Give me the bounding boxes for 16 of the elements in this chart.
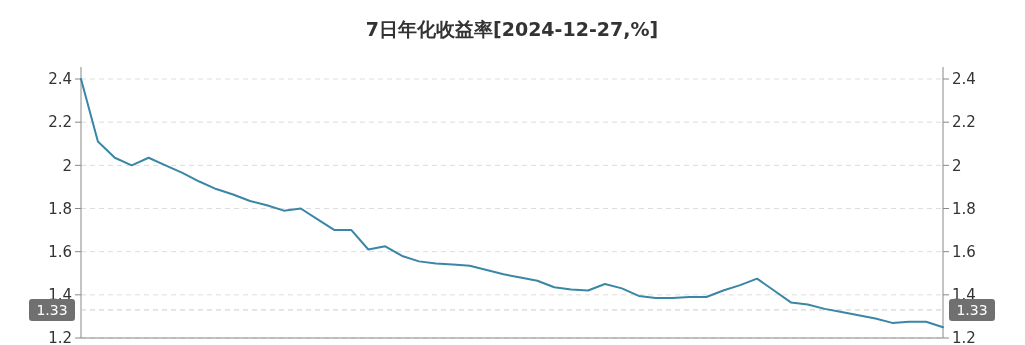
y2-tick-label: 1.8 (952, 199, 976, 218)
y-tick-label: 2 (62, 156, 72, 175)
y-tick-label: 1.8 (48, 199, 72, 218)
y-tick-label: 2.2 (48, 113, 72, 132)
y2-tick-label: 2.4 (952, 70, 976, 89)
chart-title: 7日年化收益率[2024-12-27,%] (365, 18, 659, 40)
y2-tick-label: 2 (952, 156, 962, 175)
y2-tick-label: 2.2 (952, 113, 976, 132)
ref-line-label: 1.33 (956, 301, 988, 318)
text: 1.33 (36, 301, 68, 318)
line-series (80, 78, 944, 329)
y2-tick-label: 1.6 (952, 242, 976, 261)
y-tick-label: 1.2 (48, 329, 72, 345)
y-tick-label: 1.6 (48, 242, 72, 261)
y-tick-label: 2.4 (48, 70, 72, 89)
y2-tick-label: 1.2 (952, 329, 976, 345)
